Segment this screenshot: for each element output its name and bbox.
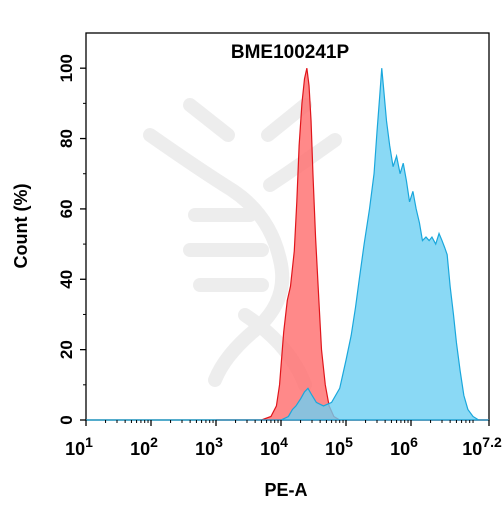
x-axis: 101 102 103 104 105 106 107.2: [65, 420, 502, 459]
x-tick-label: 105: [325, 434, 353, 459]
y-tick-label: 100: [57, 54, 76, 82]
series-layer: [86, 68, 489, 421]
y-tick-label: 60: [57, 199, 76, 218]
dna-watermark-logo: [143, 98, 342, 392]
x-tick-label: 107.2: [462, 434, 502, 459]
y-tick-label: 20: [57, 340, 76, 359]
x-tick-label: 104: [260, 434, 288, 459]
chart-title: BME100241P: [231, 42, 350, 63]
y-axis: 0 20 40 60 80 100: [57, 54, 86, 425]
y-tick-label: 0: [57, 415, 76, 424]
x-tick-label: 103: [195, 434, 223, 459]
histogram-series-2: [86, 68, 489, 421]
y-tick-label: 40: [57, 270, 76, 289]
y-axis-label: Count (%): [11, 184, 31, 269]
x-tick-label: 101: [65, 434, 93, 459]
x-tick-label: 106: [390, 434, 418, 459]
histogram-series-1: [216, 68, 489, 421]
x-axis-label: PE-A: [264, 480, 307, 500]
x-tick-label: 102: [130, 434, 158, 459]
y-tick-label: 80: [57, 129, 76, 148]
